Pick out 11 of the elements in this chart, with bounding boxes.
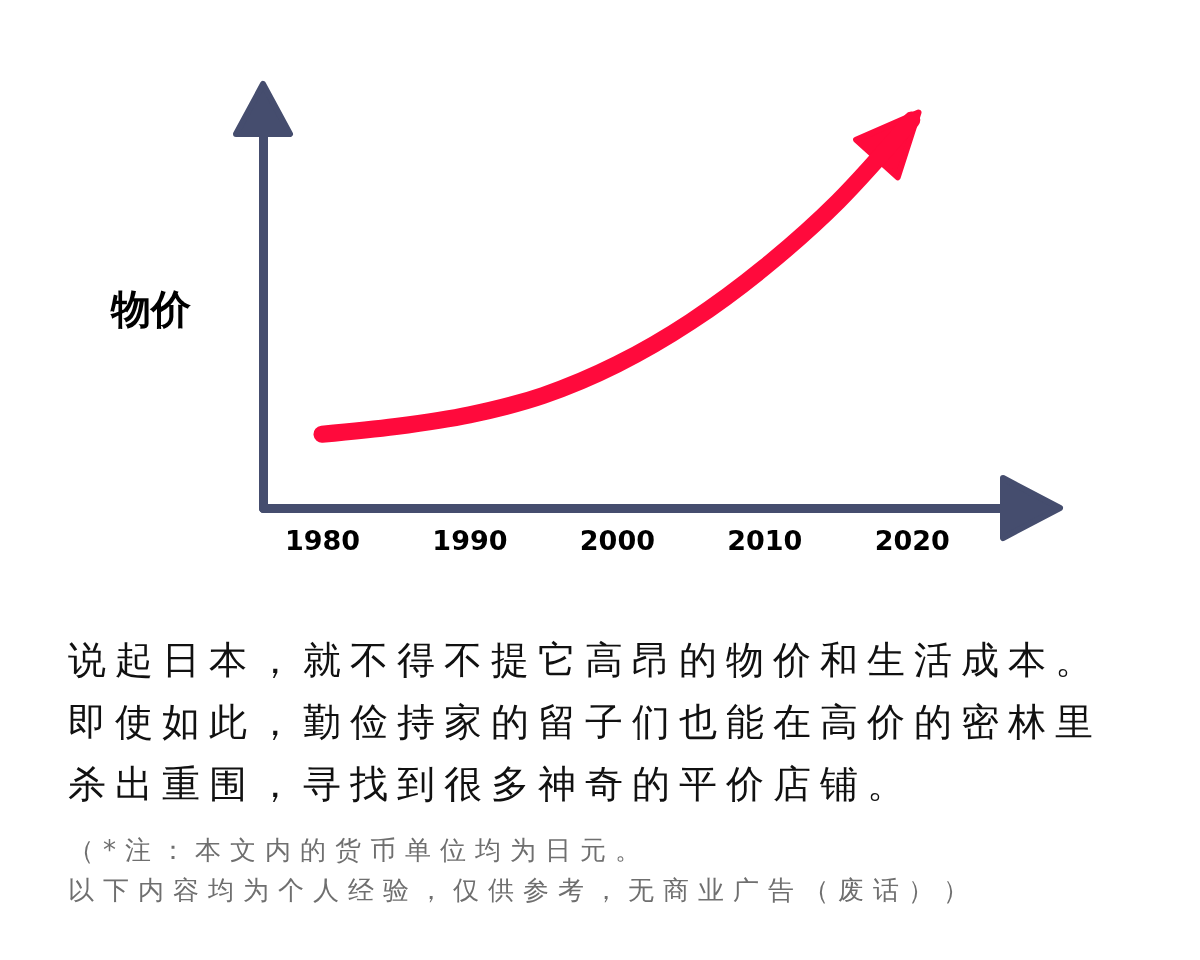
text: 说起日本，就不得不提它高昂的物价和生活成本。 xyxy=(68,637,1102,684)
x-tick-label: 1980 xyxy=(284,524,361,556)
text: 杀出重围，寻找到很多神奇的平价店铺。 xyxy=(68,761,914,808)
text: 以下内容均为个人经验，仅供参考，无商业广告（废话）） xyxy=(68,874,978,907)
x-tick-label: 1990 xyxy=(432,524,508,556)
x-tick-label: 2000 xyxy=(579,524,655,556)
text: 即使如此，勤俭持家的留子们也能在高价的密林里 xyxy=(68,699,1102,746)
x-tick-label: 2010 xyxy=(727,524,803,556)
y-axis-title: 物价 xyxy=(109,285,192,332)
text: （*注：本文内的货币单位均为日元。 xyxy=(68,834,650,867)
x-tick-label: 2020 xyxy=(874,524,950,556)
